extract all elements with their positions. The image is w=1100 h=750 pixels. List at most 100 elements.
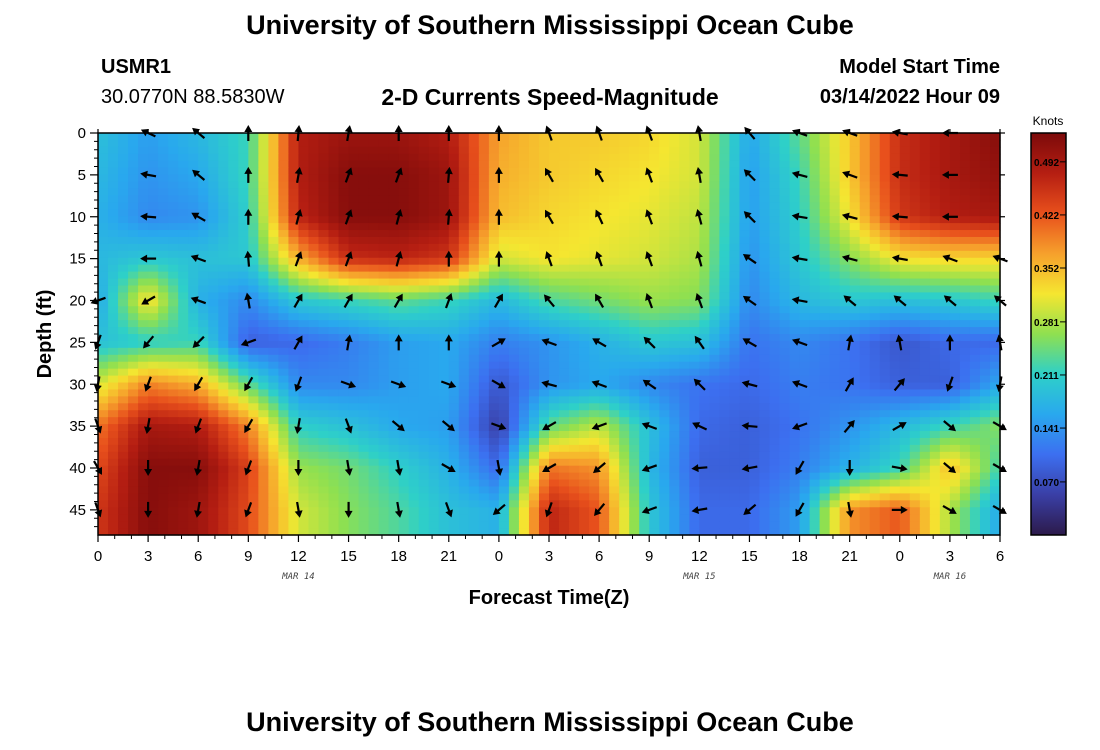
heatmap-cell	[258, 313, 269, 321]
heatmap-cell	[118, 195, 129, 203]
heatmap-cell	[689, 334, 700, 342]
heatmap-cell	[589, 437, 600, 446]
heatmap-cell	[438, 354, 450, 363]
heatmap-cell	[178, 340, 189, 349]
heatmap-cell	[769, 507, 781, 515]
heatmap-cell	[699, 500, 710, 508]
heatmap-cell	[649, 417, 660, 425]
heatmap-cell	[979, 195, 991, 203]
heatmap-cell	[939, 243, 951, 252]
heatmap-cell	[238, 493, 249, 501]
heatmap-cell	[659, 437, 670, 446]
heatmap-cell	[208, 223, 219, 231]
heatmap-cell	[208, 236, 219, 245]
heatmap-cell	[659, 493, 670, 501]
heatmap-cell	[569, 347, 580, 356]
heatmap-cell	[318, 216, 330, 224]
heatmap-cell	[478, 313, 490, 321]
heatmap-cell	[208, 368, 219, 377]
heatmap-cell	[889, 230, 901, 238]
heatmap-cell	[98, 320, 109, 328]
heatmap-cell	[659, 451, 670, 460]
heatmap-cell	[639, 354, 650, 363]
heatmap-cell	[318, 507, 330, 515]
heatmap-cell	[488, 181, 500, 190]
heatmap-cell	[198, 417, 209, 425]
heatmap-cell	[879, 195, 891, 203]
heatmap-cell	[218, 479, 229, 488]
heatmap-cell	[549, 299, 560, 307]
heatmap-cell	[188, 320, 199, 328]
heatmap-cell	[859, 396, 871, 404]
heatmap-cell	[889, 444, 901, 453]
heatmap-cell	[709, 500, 720, 508]
heatmap-cell	[569, 431, 580, 439]
heatmap-cell	[589, 417, 600, 425]
heatmap-cell	[108, 354, 119, 363]
heatmap-cell	[188, 361, 199, 370]
heatmap-cell	[739, 236, 751, 245]
heatmap-cell	[98, 382, 109, 391]
heatmap-cell	[939, 209, 951, 217]
heatmap-cell	[198, 479, 209, 488]
heatmap-cell	[869, 133, 881, 141]
heatmap-cell	[498, 458, 510, 467]
heatmap-cell	[979, 451, 991, 460]
heatmap-cell	[538, 299, 550, 307]
heatmap-cell	[318, 313, 330, 321]
heatmap-cell	[959, 472, 971, 481]
heatmap-cell	[829, 403, 841, 411]
heatmap-cell	[759, 257, 771, 266]
heatmap-cell	[448, 368, 460, 377]
heatmap-cell	[869, 493, 881, 501]
heatmap-cell	[629, 431, 640, 439]
heatmap-cell	[288, 417, 300, 425]
heatmap-cell	[879, 250, 891, 259]
heatmap-cell	[348, 347, 360, 356]
heatmap-cell	[739, 181, 751, 190]
heatmap-cell	[589, 223, 600, 231]
heatmap-cell	[989, 403, 1001, 411]
heatmap-cell	[378, 444, 390, 453]
heatmap-cell	[208, 174, 219, 183]
heatmap-cell	[809, 465, 821, 474]
heatmap-cell	[829, 458, 841, 467]
heatmap-cell	[719, 486, 730, 495]
heatmap-cell	[759, 361, 771, 370]
heatmap-cell	[388, 389, 400, 397]
heatmap-cell	[759, 368, 771, 377]
heatmap-cell	[538, 153, 550, 162]
heatmap-cell	[168, 465, 179, 474]
heatmap-cell	[498, 243, 510, 252]
heatmap-cell	[899, 153, 911, 162]
heatmap-cell	[689, 250, 700, 259]
heatmap-cell	[869, 507, 881, 515]
heatmap-cell	[639, 396, 650, 404]
heatmap-cell	[288, 216, 300, 224]
heatmap-cell	[128, 139, 139, 148]
heatmap-cell	[629, 292, 640, 300]
heatmap-cell	[689, 361, 700, 370]
heatmap-cell	[719, 230, 730, 238]
heatmap-cell	[809, 202, 821, 210]
heatmap-cell	[569, 327, 580, 335]
heatmap-cell	[498, 174, 510, 183]
heatmap-cell	[518, 202, 530, 210]
heatmap-cell	[178, 195, 189, 203]
heatmap-cell	[629, 472, 640, 481]
heatmap-cell	[358, 285, 370, 294]
heatmap-cell	[989, 347, 1001, 356]
heatmap-cell	[669, 285, 680, 294]
heatmap-cell	[238, 444, 249, 453]
heatmap-cell	[589, 188, 600, 196]
heatmap-cell	[939, 299, 951, 307]
heatmap-cell	[979, 389, 991, 397]
heatmap-cell	[549, 444, 560, 453]
heatmap-cell	[609, 382, 620, 391]
heatmap-cell	[609, 472, 620, 481]
heatmap-cell	[238, 153, 249, 162]
heatmap-cell	[599, 181, 610, 190]
heatmap-cell	[258, 479, 269, 488]
heatmap-cell	[438, 313, 450, 321]
heatmap-cell	[258, 507, 269, 515]
